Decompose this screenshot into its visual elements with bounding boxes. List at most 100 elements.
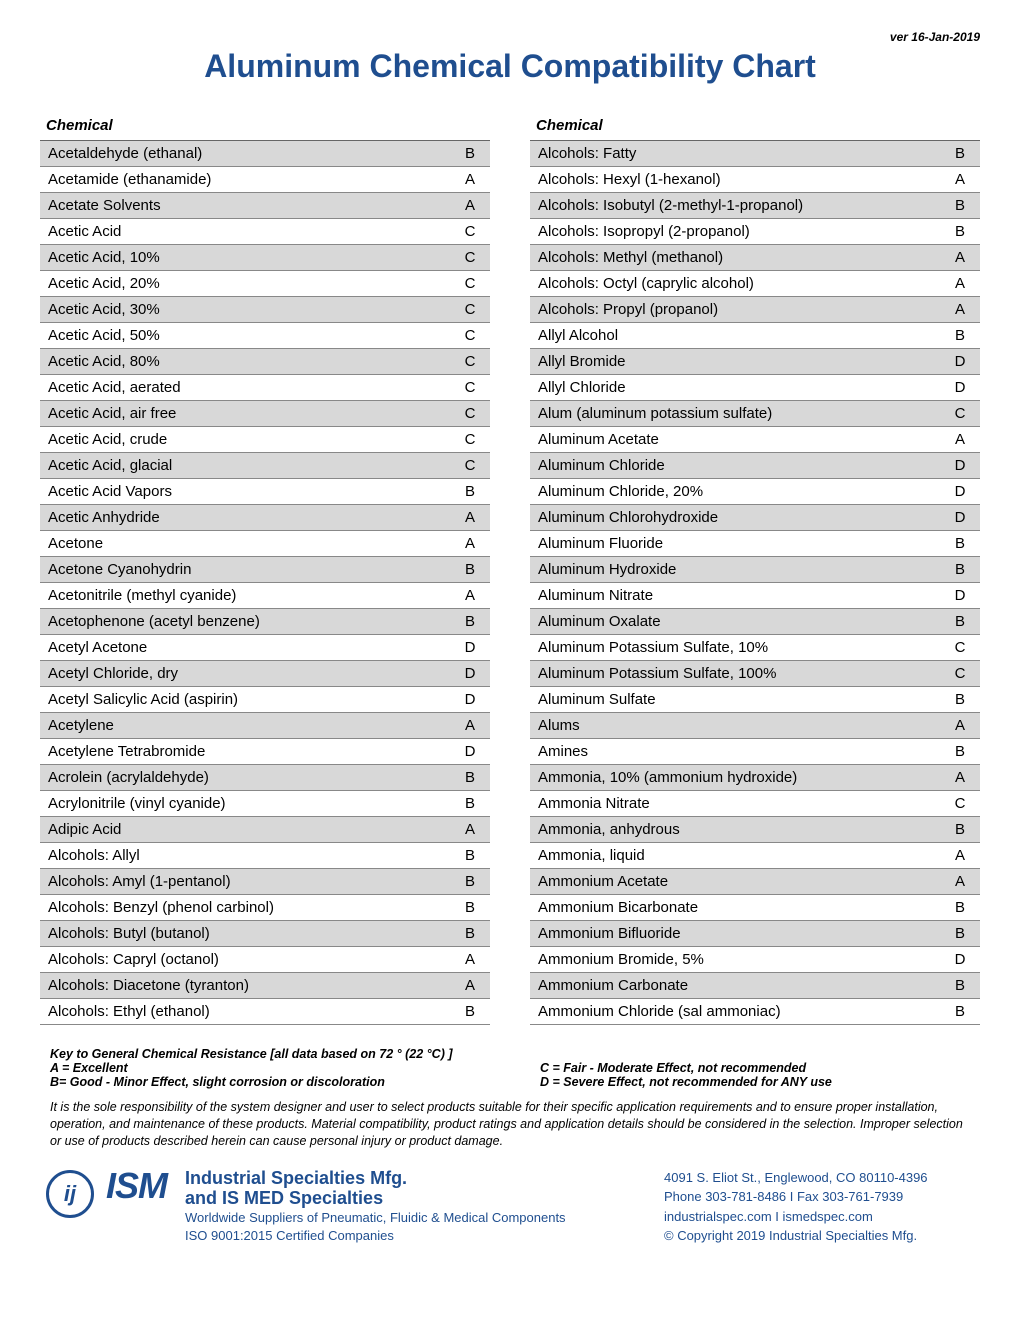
- chemical-name: Ammonia Nitrate: [538, 795, 948, 812]
- chemical-name: Aluminum Fluoride: [538, 535, 948, 552]
- table-row: Acetone CyanohydrinB: [40, 557, 490, 583]
- table-row: Acetic Acid, 20%C: [40, 271, 490, 297]
- rating-value: A: [948, 717, 972, 734]
- rating-value: C: [458, 275, 482, 292]
- table-row: Acetic Acid, 30%C: [40, 297, 490, 323]
- rating-value: D: [948, 457, 972, 474]
- table-row: Acetic Acid, 80%C: [40, 349, 490, 375]
- rating-value: A: [458, 977, 482, 994]
- table-row: Acetic Acid, aeratedC: [40, 375, 490, 401]
- chemical-name: Acetyl Acetone: [48, 639, 458, 656]
- rating-value: B: [948, 925, 972, 942]
- rating-value: D: [948, 509, 972, 526]
- rating-value: D: [458, 639, 482, 656]
- rating-value: B: [458, 769, 482, 786]
- company-cert: ISO 9001:2015 Certified Companies: [185, 1227, 652, 1245]
- key-d: D = Severe Effect, not recommended for A…: [540, 1075, 970, 1089]
- table-row: Alcohols: Ethyl (ethanol)B: [40, 999, 490, 1025]
- rating-value: C: [458, 301, 482, 318]
- rating-value: A: [458, 171, 482, 188]
- chemical-name: Acetate Solvents: [48, 197, 458, 214]
- table-row: Alcohols: AllylB: [40, 843, 490, 869]
- table-row: Acrolein (acrylaldehyde)B: [40, 765, 490, 791]
- company-name-1: Industrial Specialties Mfg.: [185, 1168, 652, 1189]
- chemical-name: Acetylene: [48, 717, 458, 734]
- table-row: Ammonia NitrateC: [530, 791, 980, 817]
- rating-value: A: [458, 821, 482, 838]
- chemical-name: Acetic Acid: [48, 223, 458, 240]
- table-row: Ammonium BicarbonateB: [530, 895, 980, 921]
- logo-icon: ij: [46, 1170, 94, 1218]
- table-row: Acetonitrile (methyl cyanide)A: [40, 583, 490, 609]
- chemical-name: Acetic Acid, air free: [48, 405, 458, 422]
- rating-value: B: [458, 561, 482, 578]
- table-row: AcetyleneA: [40, 713, 490, 739]
- chemical-name: Acetic Acid, 50%: [48, 327, 458, 344]
- table-row: Aluminum FluorideB: [530, 531, 980, 557]
- table-row: Acetic AnhydrideA: [40, 505, 490, 531]
- table-row: Acetyl AcetoneD: [40, 635, 490, 661]
- table-row: Acetophenone (acetyl benzene)B: [40, 609, 490, 635]
- chemical-name: Allyl Alcohol: [538, 327, 948, 344]
- rating-value: A: [458, 717, 482, 734]
- rating-value: A: [948, 275, 972, 292]
- table-row: Aluminum ChlorideD: [530, 453, 980, 479]
- chemical-name: Ammonia, 10% (ammonium hydroxide): [538, 769, 948, 786]
- table-row: Alcohols: Hexyl (1-hexanol)A: [530, 167, 980, 193]
- chemical-name: Alcohols: Propyl (propanol): [538, 301, 948, 318]
- table-row: Acetylene TetrabromideD: [40, 739, 490, 765]
- table-row: Ammonium Chloride (sal ammoniac)B: [530, 999, 980, 1025]
- rating-value: C: [948, 405, 972, 422]
- chemical-name: Alcohols: Capryl (octanol): [48, 951, 458, 968]
- table-row: Alcohols: Capryl (octanol)A: [40, 947, 490, 973]
- rating-value: C: [458, 457, 482, 474]
- rating-value: C: [458, 405, 482, 422]
- chemical-name: Alcohols: Methyl (methanol): [538, 249, 948, 266]
- company-tagline: Worldwide Suppliers of Pneumatic, Fluidi…: [185, 1209, 652, 1227]
- chemical-name: Alcohols: Benzyl (phenol carbinol): [48, 899, 458, 916]
- rating-value: B: [948, 327, 972, 344]
- chemical-name: Acetophenone (acetyl benzene): [48, 613, 458, 630]
- disclaimer: It is the sole responsibility of the sys…: [40, 1099, 980, 1150]
- chemical-name: Acetic Acid, 80%: [48, 353, 458, 370]
- rating-value: A: [458, 509, 482, 526]
- right-column-header: Chemical: [530, 113, 980, 141]
- chemical-name: Alcohols: Fatty: [538, 145, 948, 162]
- chemical-name: Acetyl Chloride, dry: [48, 665, 458, 682]
- table-row: Alcohols: Isobutyl (2-methyl-1-propanol)…: [530, 193, 980, 219]
- chemical-name: Acetic Acid Vapors: [48, 483, 458, 500]
- chemical-name: Acetic Anhydride: [48, 509, 458, 526]
- table-row: Aluminum ChlorohydroxideD: [530, 505, 980, 531]
- right-rows: Alcohols: Fatty B Alcohols: Hexyl (1-hexan…: [530, 141, 980, 1025]
- rating-value: B: [948, 197, 972, 214]
- chemical-name: Alcohols: Isobutyl (2-methyl-1-propanol): [538, 197, 948, 214]
- rating-value: A: [948, 171, 972, 188]
- rating-value: B: [948, 743, 972, 760]
- rating-value: B: [948, 977, 972, 994]
- rating-value: B: [458, 899, 482, 916]
- chemical-name: Alcohols: Diacetone (tyranton): [48, 977, 458, 994]
- contact-web: industrialspec.com I ismedspec.com: [664, 1207, 974, 1227]
- chemical-name: Alum (aluminum potassium sulfate): [538, 405, 948, 422]
- rating-value: C: [458, 379, 482, 396]
- table-row: Aluminum Potassium Sulfate, 100%C: [530, 661, 980, 687]
- table-row: Alcohols: Methyl (methanol)A: [530, 245, 980, 271]
- page-title: Aluminum Chemical Compatibility Chart: [40, 48, 980, 85]
- rating-value: A: [948, 249, 972, 266]
- rating-value: A: [948, 847, 972, 864]
- rating-value: C: [458, 327, 482, 344]
- table-row: Ammonium AcetateA: [530, 869, 980, 895]
- chemical-name: Aluminum Chlorohydroxide: [538, 509, 948, 526]
- rating-value: C: [458, 431, 482, 448]
- chemical-name: Ammonium Carbonate: [538, 977, 948, 994]
- key-c: C = Fair - Moderate Effect, not recommen…: [540, 1061, 970, 1075]
- table-row: Alcohols: Octyl (caprylic alcohol)A: [530, 271, 980, 297]
- chemical-name: Acetic Acid, 20%: [48, 275, 458, 292]
- rating-value: D: [458, 665, 482, 682]
- rating-value: D: [948, 353, 972, 370]
- table-row: Ammonium BifluorideB: [530, 921, 980, 947]
- chemical-name: Allyl Bromide: [538, 353, 948, 370]
- right-column: Chemical Alcohols: Fatty B Alcohols: Hexyl…: [530, 113, 980, 1025]
- chemical-name: Aluminum Acetate: [538, 431, 948, 448]
- chemical-name: Aluminum Potassium Sulfate, 100%: [538, 665, 948, 682]
